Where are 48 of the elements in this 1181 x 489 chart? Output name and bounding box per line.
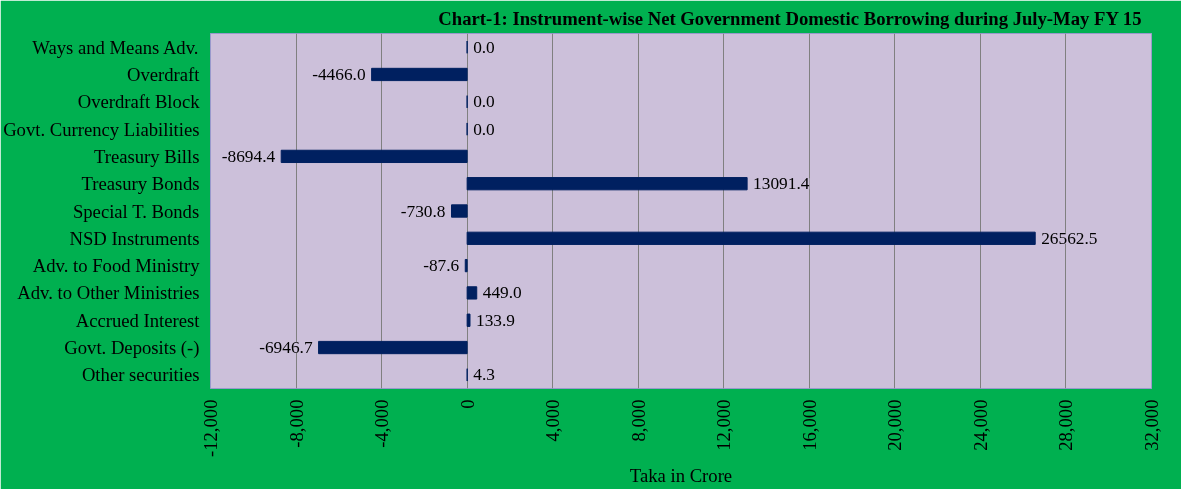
x-tick-label: -8,000 — [285, 399, 307, 448]
x-axis-title: Taka in Crore — [629, 465, 733, 487]
x-tick-label: 8,000 — [627, 399, 649, 442]
x-tick-label: 20,000 — [884, 399, 906, 451]
data-label: -87.6 — [423, 256, 460, 276]
bar — [451, 204, 468, 218]
x-tick-label: -12,000 — [200, 399, 221, 458]
bar — [466, 177, 748, 191]
data-label: 449.0 — [482, 283, 522, 303]
data-label: -8694.4 — [221, 146, 276, 166]
y-tick-label: Accrued Interest — [75, 309, 201, 331]
data-label: -6946.7 — [259, 338, 313, 358]
bar — [371, 67, 468, 82]
y-tick-label: Other securities — [81, 364, 200, 386]
x-tick-label: -4,000 — [371, 399, 393, 448]
bar — [466, 286, 478, 300]
y-tick-label: Adv. to Food Ministry — [32, 255, 201, 277]
x-tick-label: 24,000 — [969, 399, 991, 451]
y-tick-label: Overdraft — [126, 63, 201, 85]
x-tick-label: 16,000 — [798, 399, 820, 451]
x-tick-label: 0 — [456, 399, 478, 409]
y-tick-label: Govt. Currency Liabilities — [3, 118, 200, 140]
data-label: 0.0 — [473, 92, 495, 112]
y-tick-label: Treasury Bonds — [81, 173, 200, 195]
data-label: 0.0 — [473, 37, 495, 57]
y-tick-label: Govt. Deposits (-) — [64, 337, 200, 360]
data-label: 26562.5 — [1041, 228, 1098, 248]
y-tick-label: NSD Instruments — [69, 227, 200, 249]
bar — [318, 340, 468, 355]
bar — [280, 149, 468, 164]
chart-title: Chart-1: Instrument-wise Net Government Domestic Borrowing during July-May FY 15 — [438, 7, 1142, 29]
y-tick-label: Overdraft Block — [77, 91, 201, 113]
data-label: 13091.4 — [753, 174, 810, 194]
x-tick-label: 4,000 — [542, 399, 564, 442]
data-label: 133.9 — [476, 310, 515, 330]
data-label: 4.3 — [473, 365, 495, 385]
y-tick-label: Adv. to Other Ministries — [17, 282, 200, 304]
data-label: -4466.0 — [312, 64, 366, 84]
x-tick-label: 28,000 — [1055, 399, 1077, 451]
data-label: -730.8 — [400, 201, 446, 221]
bar — [466, 231, 1036, 245]
x-tick-label: 12,000 — [713, 399, 735, 451]
y-tick-label: Treasury Bills — [93, 145, 200, 167]
y-tick-label: Ways and Means Adv. — [32, 36, 199, 58]
y-tick-label: Special T. Bonds — [72, 200, 200, 222]
bar — [466, 313, 471, 327]
data-label: 0.0 — [473, 119, 495, 139]
x-tick-label: 32,000 — [1141, 399, 1162, 451]
